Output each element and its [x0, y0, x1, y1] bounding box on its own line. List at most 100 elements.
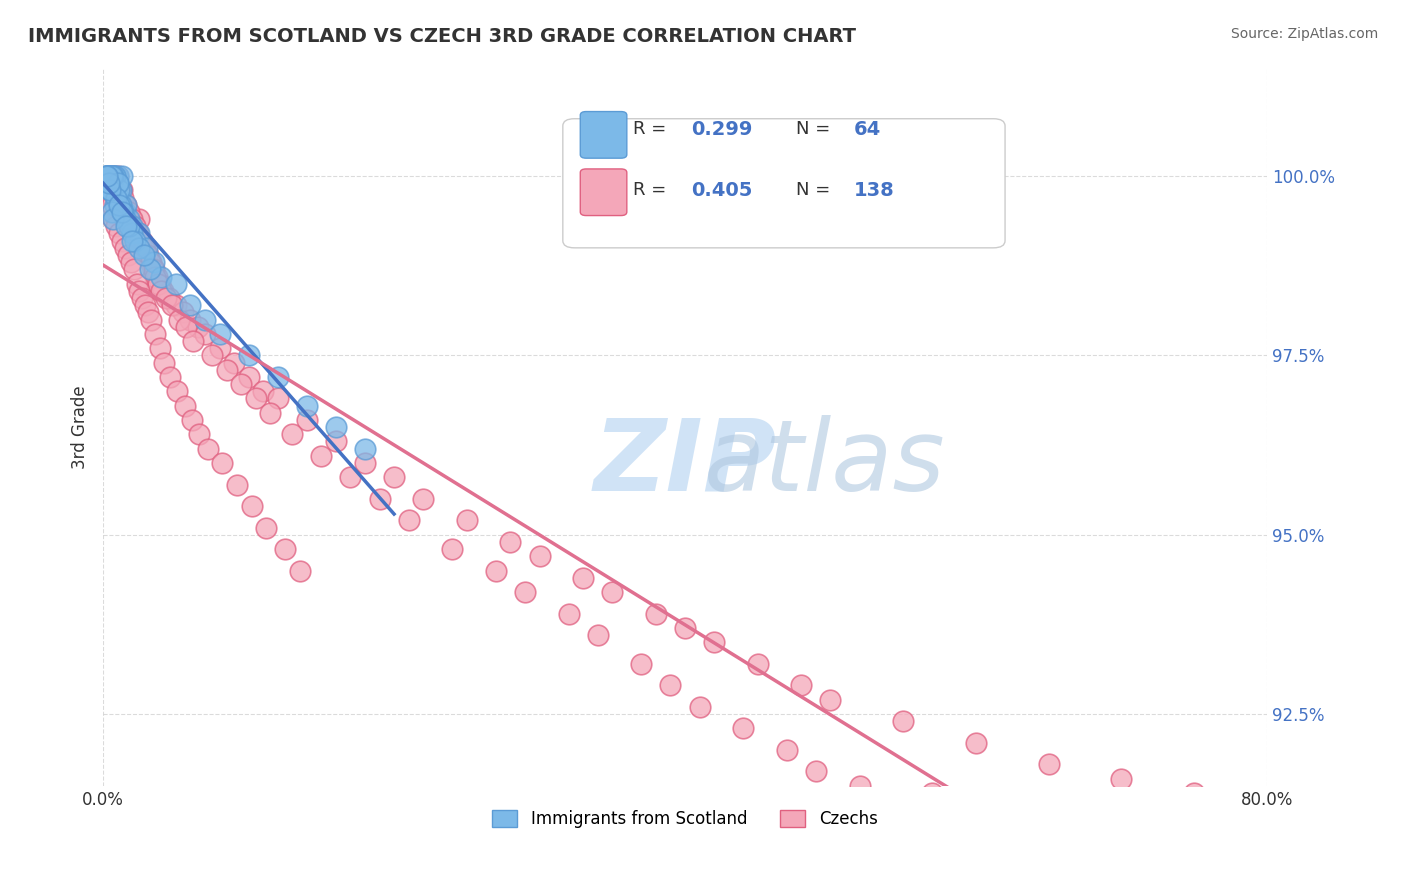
- Point: [114, 198, 136, 212]
- Point: [100, 184, 122, 198]
- Point: [143, 255, 166, 269]
- Point: [155, 291, 177, 305]
- Point: [104, 169, 127, 183]
- Point: [149, 341, 172, 355]
- Point: [673, 621, 696, 635]
- Point: [339, 470, 361, 484]
- Point: [112, 191, 135, 205]
- Point: [108, 227, 131, 241]
- Point: [114, 212, 136, 227]
- Point: [134, 241, 156, 255]
- Point: [149, 277, 172, 291]
- Point: [100, 184, 122, 198]
- Point: [513, 585, 536, 599]
- Point: [129, 234, 152, 248]
- Point: [172, 305, 194, 319]
- Point: [121, 212, 143, 227]
- FancyBboxPatch shape: [581, 112, 627, 158]
- Point: [118, 205, 141, 219]
- Point: [804, 764, 827, 779]
- Point: [1212, 814, 1234, 829]
- Point: [100, 169, 122, 183]
- Point: [135, 248, 157, 262]
- Point: [1182, 786, 1205, 800]
- Point: [97, 176, 120, 190]
- Point: [148, 277, 170, 291]
- Point: [288, 564, 311, 578]
- Point: [110, 198, 132, 212]
- Point: [104, 169, 127, 183]
- Point: [820, 692, 842, 706]
- Point: [245, 392, 267, 406]
- Text: N =: N =: [796, 120, 830, 138]
- Point: [267, 370, 290, 384]
- Point: [124, 219, 146, 234]
- Text: R =: R =: [633, 120, 666, 138]
- Point: [101, 198, 124, 212]
- Point: [689, 699, 711, 714]
- Text: atlas: atlas: [704, 415, 945, 511]
- Point: [153, 356, 176, 370]
- Point: [703, 635, 725, 649]
- Point: [994, 793, 1017, 807]
- Point: [848, 779, 870, 793]
- Point: [96, 169, 118, 183]
- Point: [97, 169, 120, 183]
- Point: [120, 255, 142, 269]
- Point: [776, 743, 799, 757]
- Point: [215, 363, 238, 377]
- Point: [104, 176, 127, 190]
- Point: [135, 241, 157, 255]
- Point: [115, 198, 138, 212]
- Point: [108, 191, 131, 205]
- Point: [529, 549, 551, 564]
- Point: [557, 607, 579, 621]
- Point: [252, 384, 274, 399]
- Point: [105, 191, 128, 205]
- Point: [136, 305, 159, 319]
- Point: [131, 234, 153, 248]
- Point: [325, 420, 347, 434]
- Point: [110, 184, 132, 198]
- Point: [103, 169, 125, 183]
- Point: [485, 564, 508, 578]
- Point: [194, 326, 217, 341]
- Point: [254, 520, 277, 534]
- Point: [125, 227, 148, 241]
- Point: [128, 227, 150, 241]
- Point: [226, 477, 249, 491]
- Point: [238, 370, 260, 384]
- Point: [121, 234, 143, 248]
- Point: [111, 234, 134, 248]
- Point: [107, 176, 129, 190]
- Point: [180, 413, 202, 427]
- Point: [101, 184, 124, 198]
- Point: [122, 262, 145, 277]
- Point: [96, 176, 118, 190]
- Point: [600, 585, 623, 599]
- Point: [105, 176, 128, 190]
- Point: [382, 470, 405, 484]
- Point: [354, 456, 377, 470]
- Point: [121, 227, 143, 241]
- Point: [101, 205, 124, 219]
- Point: [150, 284, 173, 298]
- Point: [114, 241, 136, 255]
- Point: [128, 212, 150, 227]
- Point: [208, 341, 231, 355]
- Point: [145, 326, 167, 341]
- Point: [368, 491, 391, 506]
- Text: R =: R =: [633, 181, 666, 200]
- Point: [157, 291, 180, 305]
- Point: [136, 248, 159, 262]
- Point: [231, 377, 253, 392]
- Point: [139, 255, 162, 269]
- Point: [107, 169, 129, 183]
- Point: [107, 176, 129, 190]
- Point: [96, 169, 118, 183]
- Point: [134, 298, 156, 312]
- Point: [499, 535, 522, 549]
- Point: [295, 399, 318, 413]
- Point: [115, 198, 138, 212]
- Point: [122, 219, 145, 234]
